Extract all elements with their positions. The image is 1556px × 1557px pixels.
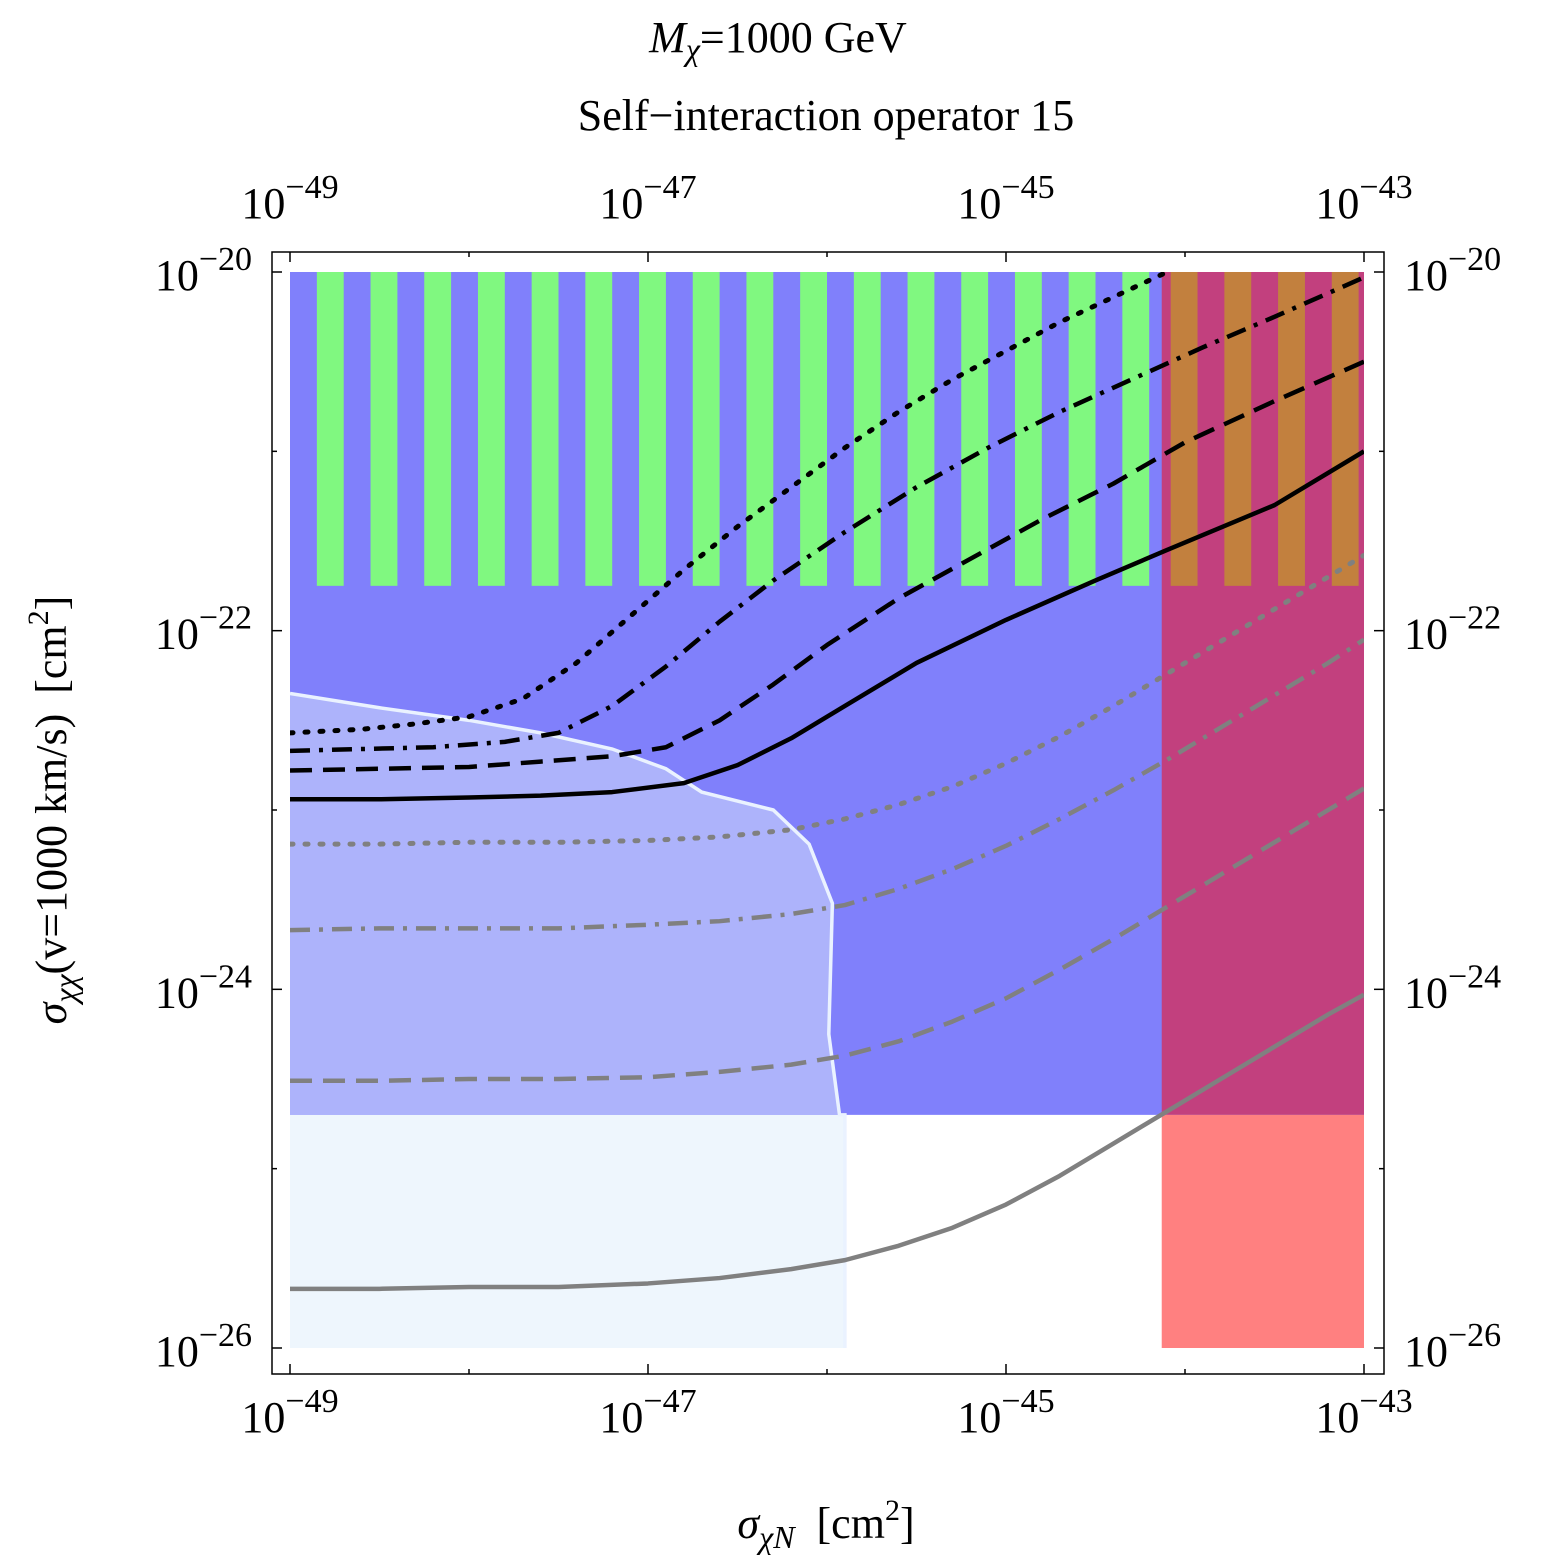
green-stripe-band-stripe (370, 272, 398, 586)
green-stripe-band-stripe (424, 272, 452, 586)
ticks-layer: 10−49 10−49 10−47 10−47 10−45 10−45 10−43 10−43… (155, 169, 1501, 1442)
green-stripe-band-stripe (800, 272, 827, 586)
y-tick-label-left: 10−20 (155, 241, 252, 300)
y-tick-label-right: 10−20 (1404, 241, 1501, 300)
series-gray-solid (290, 992, 1364, 1292)
x-tick-label-top: 10−49 (241, 169, 338, 228)
orange-stripe-band-stripe (1331, 272, 1359, 586)
y-tick-label-left: 10−22 (155, 600, 252, 659)
green-stripe-band-stripe (477, 272, 505, 586)
x-tick-label-bottom: 10−45 (957, 1383, 1054, 1442)
x-axis-label: σχN [cm2] (737, 1494, 914, 1555)
series-black-dashed (290, 359, 1364, 773)
green-stripe-band-stripe (531, 272, 559, 586)
orange-stripe-band-stripe (1278, 272, 1305, 586)
series-gray-dashed (290, 786, 1364, 1084)
green-stripe-band-stripe (692, 272, 720, 586)
green-stripe-band-stripe (1068, 272, 1096, 586)
x-tick-label-top: 10−43 (1315, 169, 1412, 228)
y-tick-label-right: 10−22 (1404, 600, 1501, 659)
series-black-dash-dot (290, 275, 1364, 754)
series-black-solid (290, 449, 1364, 802)
green-stripe-band-stripe (316, 272, 344, 586)
x-tick-label-bottom: 10−47 (599, 1383, 696, 1442)
series-layer (290, 272, 1364, 1292)
orange-stripe-band-stripe (1224, 272, 1252, 586)
plot-frame (271, 251, 1385, 1375)
y-tick-label-left: 10−24 (155, 958, 252, 1017)
series-gray-dotted (290, 552, 1364, 847)
green-stripe-band-stripe (853, 272, 881, 586)
y-tick-label-right: 10−24 (1404, 958, 1501, 1017)
green-stripe-band-stripe (746, 272, 774, 586)
green-stripe-band-stripe (639, 272, 666, 586)
x-tick-label-top: 10−45 (957, 169, 1054, 228)
y-tick-label-left: 10−26 (155, 1317, 252, 1376)
y-axis-label: σχχ(v=1000 km/s)[cm2] (22, 596, 83, 1025)
pale-region (290, 1114, 845, 1348)
green-stripe-band-stripe (907, 272, 935, 586)
x-tick-label-bottom: 10−43 (1315, 1383, 1412, 1442)
red-region (1161, 1114, 1364, 1348)
series-gray-dash-dot (290, 637, 1364, 933)
chart-title: Mχ=1000 GeV (648, 13, 907, 67)
green-stripe-band-stripe (585, 272, 613, 586)
y-tick-label-right: 10−26 (1404, 1317, 1501, 1376)
x-tick-label-top: 10−47 (599, 169, 696, 228)
series-black-dotted (290, 272, 1170, 736)
green-stripe-band-stripe (961, 272, 989, 586)
orange-stripe-band-stripe (1170, 272, 1198, 586)
x-tick-label-bottom: 10−49 (241, 1383, 338, 1442)
light-region-boundary (290, 691, 847, 1348)
green-stripe-band-stripe (1122, 272, 1150, 586)
chart-subtitle: Self−interaction operator 15 (578, 91, 1074, 140)
